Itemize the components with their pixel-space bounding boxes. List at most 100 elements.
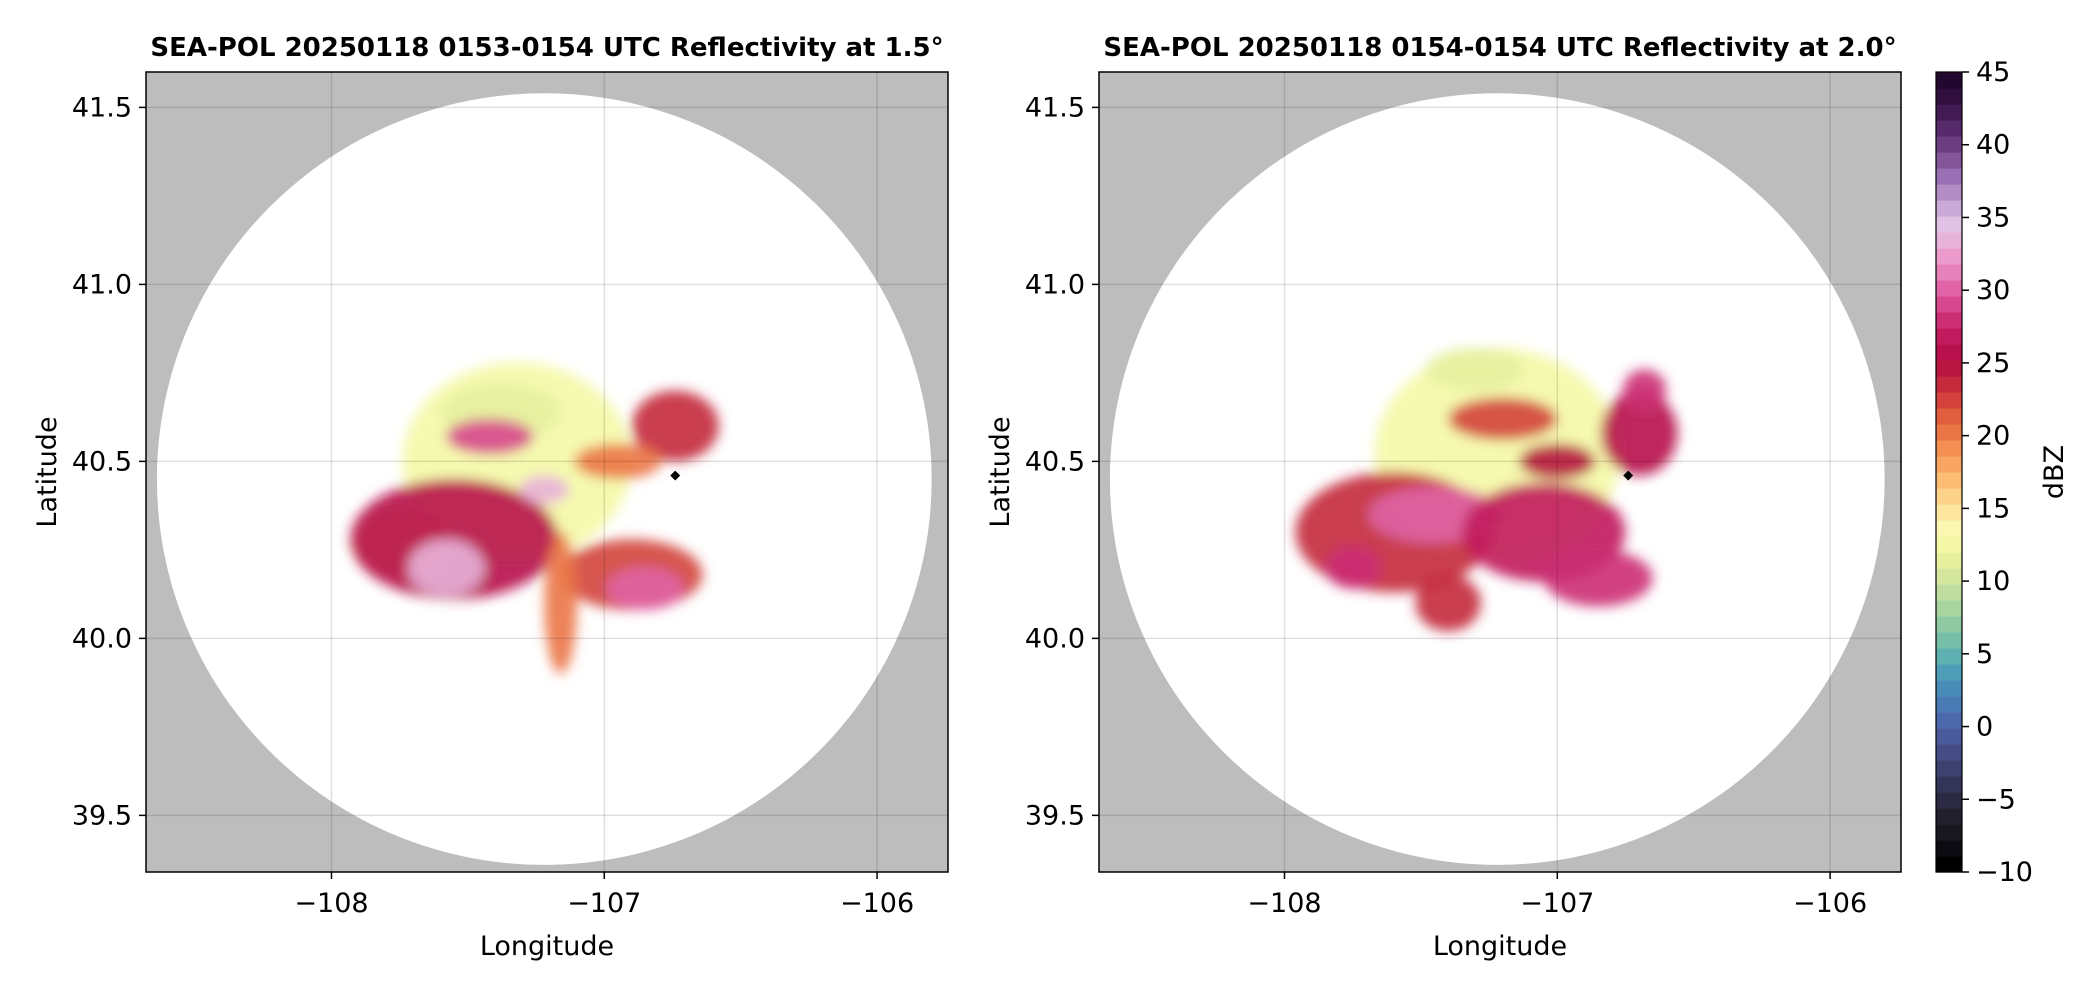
colorbar-swatch <box>1936 392 1962 409</box>
colorbar-tick-label: 10 <box>1976 566 2010 597</box>
colorbar-swatch <box>1936 200 1962 217</box>
left-y-tick-label: 41.5 <box>72 92 132 123</box>
left-y-tick-label: 41.0 <box>72 269 132 300</box>
colorbar-swatch <box>1936 856 1962 873</box>
right-y-ticks: 39.5 40.0 40.5 41.0 41.5 <box>1025 92 1099 831</box>
left-echo-cell <box>544 532 578 674</box>
left-station-marker <box>670 470 681 481</box>
colorbar-swatch <box>1936 824 1962 841</box>
colorbar-swatch <box>1936 504 1962 521</box>
colorbar-swatch <box>1936 728 1962 745</box>
right-y-tick-label: 40.5 <box>1025 446 1085 477</box>
colorbar-label: dBZ <box>2039 445 2070 499</box>
left-x-tick-label: −107 <box>567 888 641 919</box>
left-echo-cell <box>607 567 684 611</box>
colorbar-swatch <box>1936 328 1962 345</box>
colorbar-swatches <box>1936 72 1962 873</box>
colorbar-tick-label: −5 <box>1976 784 2016 815</box>
left-y-tick-label: 39.5 <box>72 800 132 831</box>
colorbar-swatch <box>1936 808 1962 825</box>
colorbar-swatch <box>1936 248 1962 265</box>
colorbar-swatch <box>1936 552 1962 569</box>
colorbar-swatch <box>1936 152 1962 169</box>
right-echo-cell <box>1325 546 1380 589</box>
colorbar-swatch <box>1936 88 1962 105</box>
colorbar-ticks: −10 −5 0 5 10 15 20 25 30 35 40 45 <box>1962 57 2033 888</box>
colorbar-swatch <box>1936 312 1962 329</box>
right-y-tick-label: 39.5 <box>1025 800 1085 831</box>
right-y-tick-label: 41.0 <box>1025 269 1085 300</box>
left-x-ticks: −108 −107 −106 <box>294 872 914 919</box>
colorbar-tick-label: 45 <box>1976 57 2010 88</box>
right-plot-frame <box>1098 71 1902 873</box>
left-y-tick-label: 40.0 <box>72 623 132 654</box>
colorbar-swatch <box>1936 344 1962 361</box>
colorbar-swatch <box>1936 472 1962 489</box>
left-echo-layer <box>350 362 719 674</box>
left-echo-cell <box>631 390 719 462</box>
colorbar-frame <box>1935 71 1963 873</box>
left-y-axis-label: Latitude <box>32 416 63 527</box>
right-x-tick-label: −106 <box>1793 888 1867 919</box>
right-panel-title: SEA-POL 20250118 0154-0154 UTC Reflectiv… <box>1103 33 1896 63</box>
colorbar-swatch <box>1936 712 1962 729</box>
colorbar-swatch <box>1936 104 1962 121</box>
left-echo-cell <box>350 479 558 600</box>
colorbar-swatch <box>1936 616 1962 633</box>
right-echo-cell <box>1519 443 1596 480</box>
right-x-tick-label: −108 <box>1247 888 1321 919</box>
colorbar-tick-label: 0 <box>1976 712 1993 743</box>
colorbar-tick-label: −10 <box>1976 857 2033 888</box>
colorbar-swatch <box>1936 232 1962 249</box>
colorbar-swatch <box>1936 168 1962 185</box>
left-plot-frame <box>145 71 949 873</box>
right-echo-cell <box>1415 574 1481 632</box>
colorbar-swatch <box>1936 632 1962 649</box>
colorbar-swatch <box>1936 776 1962 793</box>
right-station-marker <box>1623 470 1634 481</box>
colorbar-tick-label: 35 <box>1976 202 2010 233</box>
right-x-axis-label: Longitude <box>1433 931 1567 962</box>
colorbar-tick-label: 30 <box>1976 275 2010 306</box>
colorbar: −10 −5 0 5 10 15 20 25 30 35 40 45 dBZ <box>1935 57 2070 888</box>
right-y-tick-label: 41.5 <box>1025 92 1085 123</box>
colorbar-swatch <box>1936 536 1962 553</box>
colorbar-swatch <box>1936 760 1962 777</box>
colorbar-swatch <box>1936 456 1962 473</box>
colorbar-swatch <box>1936 696 1962 713</box>
colorbar-swatch <box>1936 664 1962 681</box>
right-echo-cell <box>1448 397 1558 441</box>
colorbar-swatch <box>1936 280 1962 297</box>
colorbar-swatch <box>1936 600 1962 617</box>
colorbar-tick-label: 5 <box>1976 639 1993 670</box>
colorbar-swatch <box>1936 424 1962 441</box>
colorbar-tick-label: 20 <box>1976 421 2010 452</box>
colorbar-swatch <box>1936 264 1962 281</box>
colorbar-tick-label: 15 <box>1976 493 2010 524</box>
left-x-tick-label: −108 <box>294 888 368 919</box>
right-echo-layer <box>1295 348 1678 632</box>
colorbar-swatch <box>1936 216 1962 233</box>
colorbar-swatch <box>1936 744 1962 761</box>
left-echo-cell <box>574 443 662 480</box>
left-echo-cell <box>407 539 485 596</box>
left-x-tick-label: −106 <box>840 888 914 919</box>
left-panel-title: SEA-POL 20250118 0153-0154 UTC Reflectiv… <box>150 33 943 63</box>
right-y-axis-label: Latitude <box>985 416 1016 527</box>
colorbar-swatch <box>1936 568 1962 585</box>
left-x-axis-label: Longitude <box>480 931 614 962</box>
colorbar-swatch <box>1936 584 1962 601</box>
colorbar-swatch <box>1936 792 1962 809</box>
left-grid <box>146 72 948 872</box>
right-echo-cell <box>1622 369 1667 412</box>
right-y-tick-label: 40.0 <box>1025 623 1085 654</box>
colorbar-swatch <box>1936 184 1962 201</box>
colorbar-tick-label: 25 <box>1976 348 2010 379</box>
colorbar-swatch <box>1936 376 1962 393</box>
colorbar-swatch <box>1936 520 1962 537</box>
colorbar-swatch <box>1936 360 1962 377</box>
right-echo-cell <box>1543 549 1653 607</box>
left-reflectivity-panel: SEA-POL 20250118 0153-0154 UTC Reflectiv… <box>32 33 949 962</box>
right-echo-cell <box>1600 390 1678 476</box>
